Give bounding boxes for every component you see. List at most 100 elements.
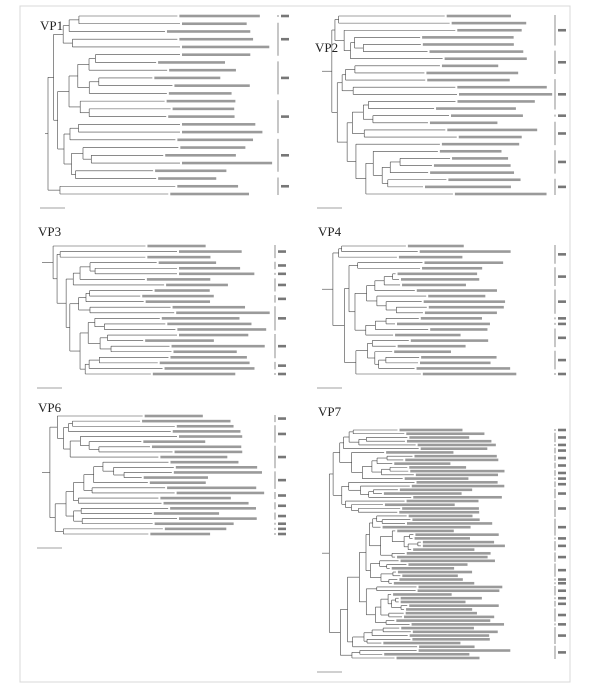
genotype-label	[558, 275, 566, 278]
leaf-label	[176, 424, 234, 428]
leaf-label	[429, 121, 498, 125]
leaf-label	[400, 596, 482, 600]
leaf-label	[397, 322, 490, 326]
leaf-label	[168, 115, 235, 118]
leaf-label	[179, 250, 242, 253]
leaf-label	[404, 477, 469, 480]
leaf-label	[441, 142, 520, 146]
leaf-label	[416, 481, 498, 484]
leaf-label	[174, 450, 243, 454]
leaf-label	[458, 135, 522, 139]
genotype-label	[558, 589, 566, 593]
leaf-label	[451, 114, 523, 117]
leaf-label	[170, 356, 247, 359]
genotype-label	[558, 602, 566, 606]
genotype-label	[558, 114, 566, 117]
genotype-label	[278, 432, 286, 436]
leaf-label	[408, 514, 473, 518]
genotype-label	[558, 578, 566, 581]
leaf-label	[409, 436, 470, 439]
leaf-label	[451, 21, 527, 25]
leaf-label	[406, 499, 479, 503]
leaf-label	[382, 525, 471, 529]
leaf-label	[165, 154, 236, 157]
genotype-label	[281, 76, 289, 80]
leaf-label	[399, 578, 463, 581]
leaf-label	[160, 455, 228, 459]
genotype-label	[278, 264, 286, 267]
leaf-label	[170, 192, 250, 196]
genotype-label	[558, 336, 566, 340]
leaf-label	[167, 322, 252, 326]
leaf-label	[430, 328, 488, 331]
leaf-label	[402, 507, 479, 510]
leaf-label	[457, 100, 535, 103]
leaf-label	[406, 552, 491, 555]
leaf-label	[166, 283, 228, 287]
leaf-label	[410, 339, 489, 342]
leaf-label	[177, 138, 254, 142]
genotype-label	[558, 132, 566, 135]
genotype-label	[558, 568, 566, 572]
genotype-label	[278, 527, 286, 531]
leaf-label	[143, 476, 208, 479]
genotype-label	[278, 372, 286, 376]
genotype-label	[558, 300, 566, 303]
leaf-label	[406, 439, 492, 443]
leaf-label	[416, 289, 497, 292]
leaf-label	[428, 305, 504, 309]
leaf-label	[402, 574, 458, 578]
leaf-label	[145, 300, 211, 303]
leaf-label	[452, 157, 509, 160]
leaf-label	[415, 473, 499, 477]
leaf-label	[171, 344, 265, 348]
leaf-label	[154, 522, 234, 526]
leaf-label	[404, 615, 495, 619]
genotype-label	[558, 28, 566, 32]
leaf-label	[172, 107, 235, 111]
leaf-label	[407, 244, 464, 248]
genotype-label	[558, 372, 566, 376]
genotype-label	[558, 482, 566, 486]
leaf-label	[396, 619, 491, 622]
genotype-label	[558, 436, 566, 439]
leaf-label	[415, 533, 499, 536]
leaf-label	[179, 272, 255, 276]
genotype-label	[558, 537, 566, 540]
leaf-label	[422, 36, 514, 39]
leaf-label	[436, 107, 516, 110]
leaf-label	[143, 440, 206, 443]
genotype-label	[558, 623, 566, 626]
leaf-label	[399, 428, 463, 432]
leaf-label	[158, 61, 226, 64]
genotype-label	[558, 555, 566, 559]
genotype-label	[278, 504, 286, 508]
leaf-label	[179, 517, 257, 520]
leaf-label	[406, 522, 493, 525]
leaf-label	[164, 527, 227, 531]
genotype-label	[278, 272, 286, 276]
leaf-label	[154, 289, 210, 292]
leaf-label	[182, 22, 247, 26]
leaf-label	[411, 484, 505, 488]
leaf-label	[448, 178, 521, 182]
leaf-label	[441, 64, 499, 68]
genotype-label	[281, 154, 289, 157]
leaf-label	[420, 317, 482, 320]
leaf-label	[410, 469, 505, 473]
leaf-label	[457, 28, 522, 32]
genotype-label	[278, 522, 286, 526]
leaf-label	[402, 283, 466, 287]
leaf-label	[421, 356, 497, 359]
leaf-label	[419, 645, 475, 649]
leaf-label	[447, 128, 538, 132]
genotype-label	[558, 613, 566, 617]
leaf-label	[163, 501, 249, 505]
genotype-label	[278, 250, 286, 253]
genotype-label	[558, 464, 566, 467]
leaf-label	[384, 652, 470, 656]
leaf-label	[405, 458, 499, 462]
leaf-label	[153, 512, 220, 515]
genotype-label	[558, 507, 566, 510]
